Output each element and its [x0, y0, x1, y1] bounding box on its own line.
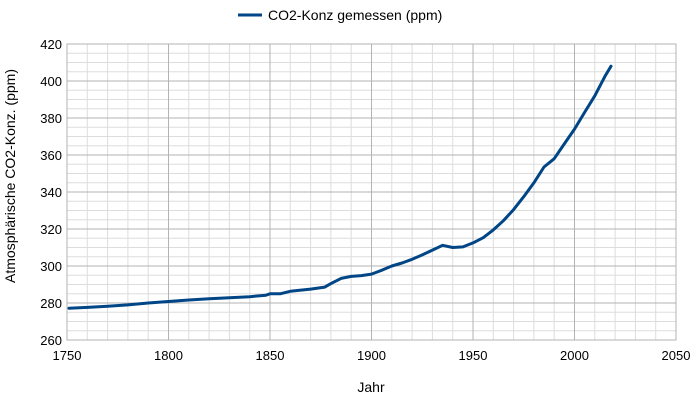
- x-tick-label: 1900: [357, 348, 386, 363]
- y-tick-label: 340: [40, 185, 62, 200]
- x-axis-tick-labels: 1750 1800 1850 1900 1950 2000 2050: [53, 348, 691, 363]
- y-tick-label: 420: [40, 37, 62, 52]
- y-axis-tick-labels: 260 280 300 320 340 360 380 400 420: [40, 37, 62, 348]
- y-tick-label: 300: [40, 259, 62, 274]
- chart-grid: [66, 43, 677, 341]
- y-axis-title: Atmosphärische CO2-Konz. (ppm): [2, 69, 18, 283]
- x-tick-label: 1800: [154, 348, 183, 363]
- y-tick-label: 400: [40, 74, 62, 89]
- y-tick-label: 260: [40, 333, 62, 348]
- y-tick-label: 380: [40, 111, 62, 126]
- x-tick-label: 1950: [459, 348, 488, 363]
- x-tick-label: 1850: [256, 348, 285, 363]
- y-tick-label: 280: [40, 296, 62, 311]
- x-tick-label: 1750: [53, 348, 82, 363]
- legend: CO2-Konz gemessen (ppm): [238, 7, 442, 23]
- plot-area-frame: [66, 43, 677, 341]
- legend-label: CO2-Konz gemessen (ppm): [268, 7, 442, 23]
- x-axis-title: Jahr: [357, 379, 385, 395]
- x-tick-label: 2000: [560, 348, 589, 363]
- x-tick-label: 2050: [662, 348, 691, 363]
- series-layer: [67, 64, 613, 310]
- series-line-co2: [67, 64, 613, 310]
- y-tick-label: 360: [40, 148, 62, 163]
- y-tick-label: 320: [40, 222, 62, 237]
